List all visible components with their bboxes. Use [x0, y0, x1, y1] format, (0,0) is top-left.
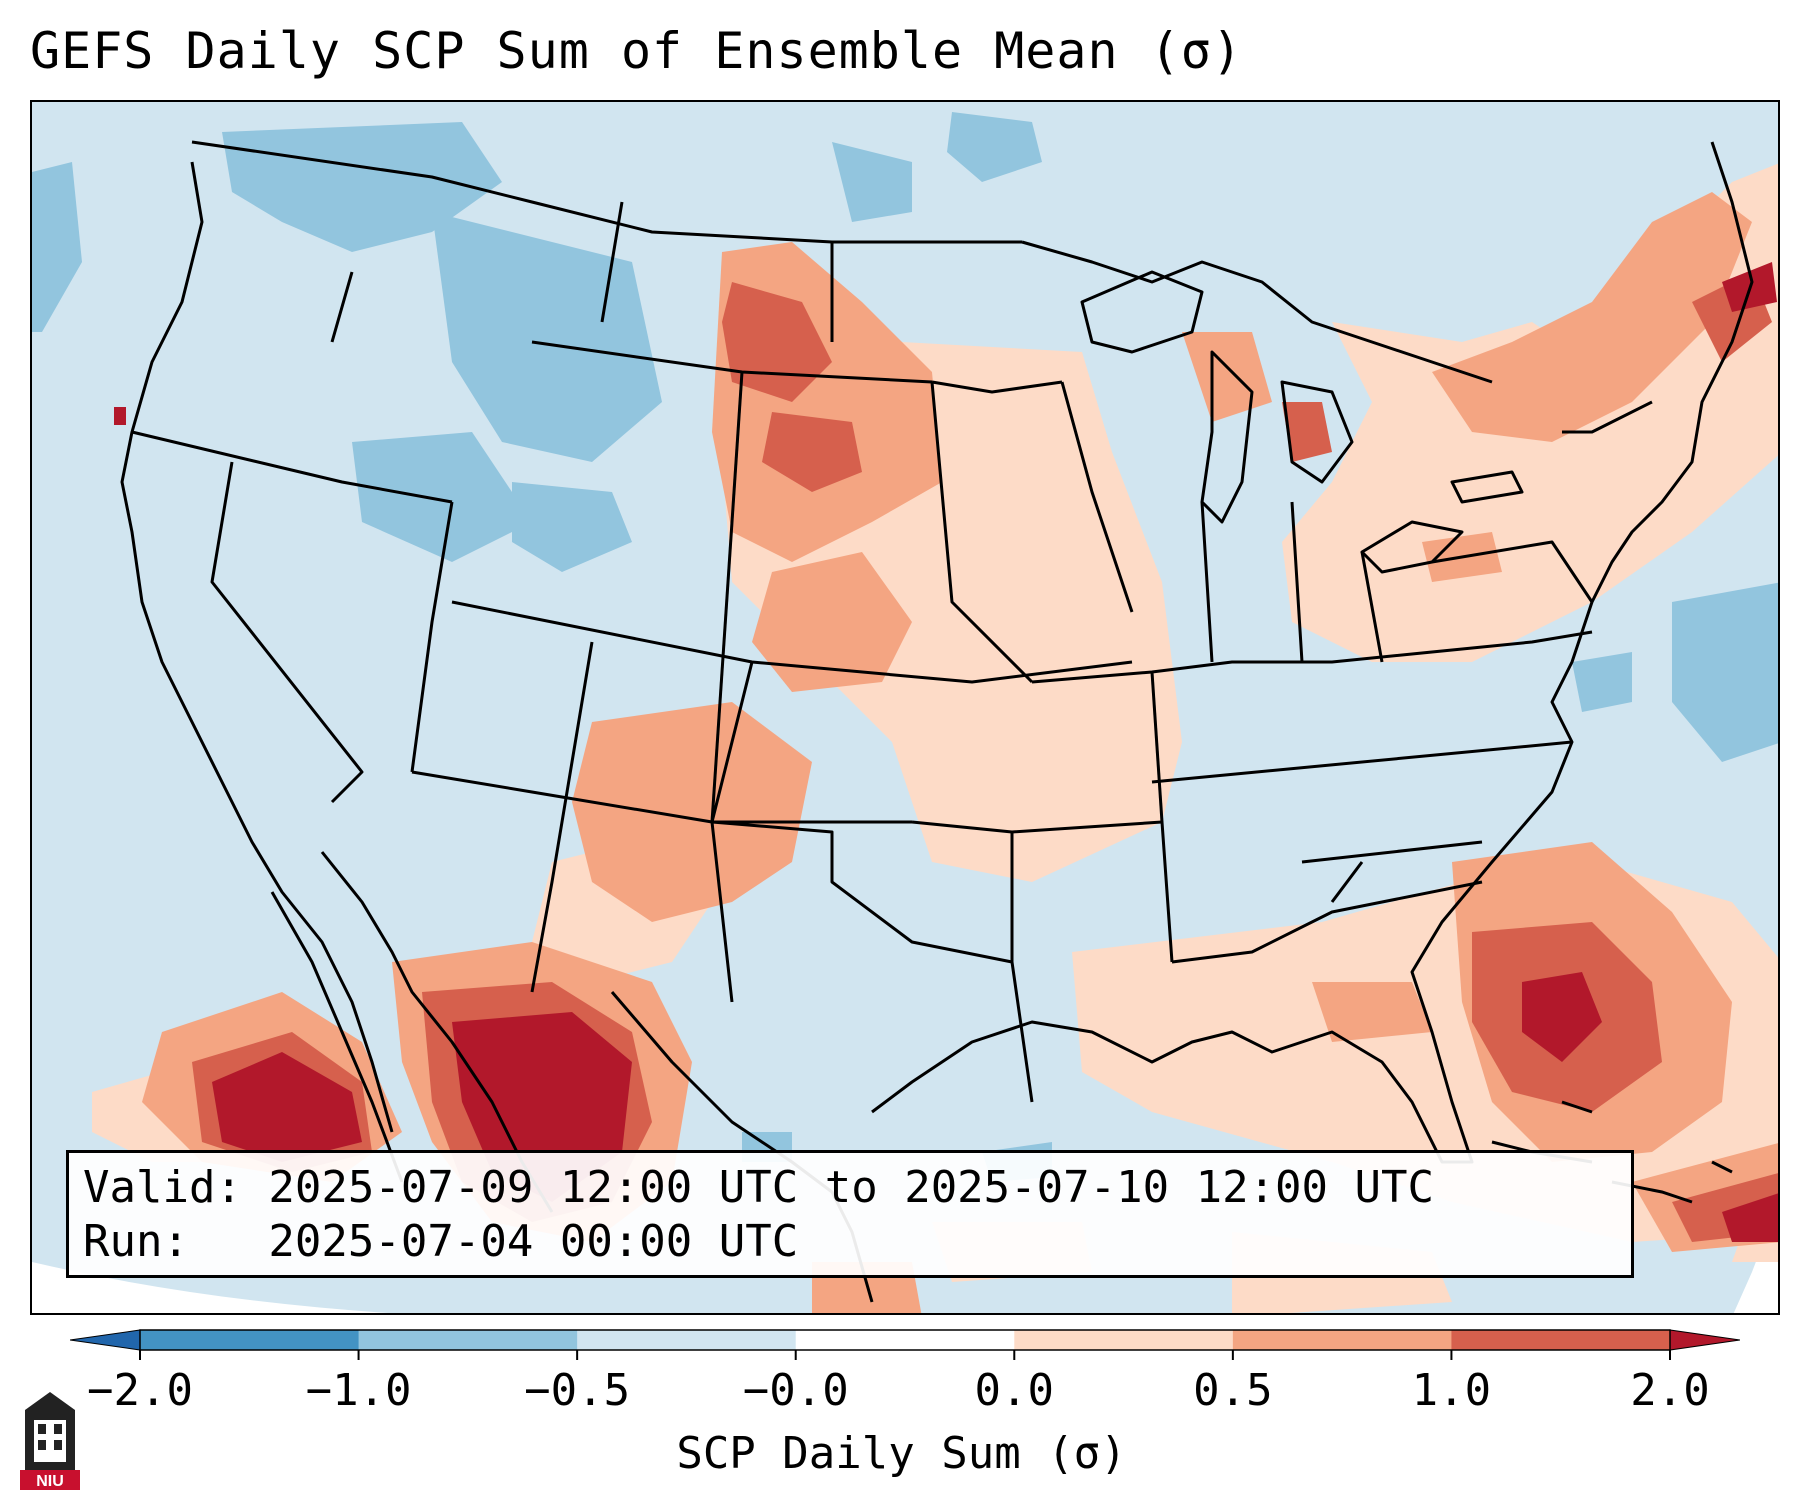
colorbar-segment: [577, 1330, 797, 1350]
valid-time-text: Valid: 2025-07-09 12:00 UTC to 2025-07-1…: [83, 1162, 1435, 1213]
outside-projection-right: [1733, 1183, 1778, 1313]
colorbar-tick-label: −1.0: [305, 1365, 412, 1416]
colorbar: [70, 1329, 1740, 1360]
outside-projection: [32, 1262, 389, 1313]
colorbar-extend-low: [70, 1329, 141, 1351]
map-title: GEFS Daily SCP Sum of Ensemble Mean (σ): [30, 22, 1243, 80]
colorbar-tick-label: 1.0: [1411, 1365, 1492, 1416]
niu-logo-icon: NIU: [20, 1392, 80, 1490]
colorbar-segment: [795, 1330, 1015, 1350]
colorbar-extend-high: [1669, 1329, 1740, 1351]
colorbar-outline: [139, 1329, 1671, 1351]
logo-text: NIU: [36, 1473, 64, 1490]
valid-run-info-box: Valid: 2025-07-09 12:00 UTC to 2025-07-1…: [66, 1150, 1634, 1278]
colorbar-segment: [1451, 1330, 1671, 1350]
colorbar-segments: [70, 1329, 1740, 1360]
map-canvas: [32, 102, 1778, 1313]
colorbar-segment: [1014, 1330, 1234, 1350]
colorbar-segment: [1232, 1330, 1452, 1350]
run-time-text: Run: 2025-07-04 00:00 UTC: [83, 1216, 799, 1267]
colorbar-tick-label: −0.5: [524, 1365, 631, 1416]
colorbar-tick-label: 2.0: [1630, 1365, 1710, 1416]
colorbar-segment: [140, 1330, 360, 1350]
negative-anomaly-regions: [32, 112, 1778, 1182]
map-panel: [30, 100, 1780, 1315]
colorbar-segment: [358, 1330, 578, 1350]
colorbar-tick-label: −0.0: [742, 1365, 849, 1416]
colorbar-tick-label: 0.0: [974, 1365, 1055, 1416]
colorbar-label: SCP Daily Sum (σ): [676, 1428, 1127, 1479]
colorbar-tick-label: −2.0: [87, 1365, 193, 1416]
colorbar-tick-label: 0.5: [1193, 1365, 1273, 1416]
